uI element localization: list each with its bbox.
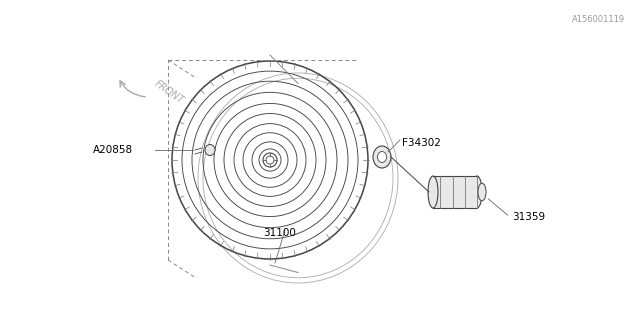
Text: 31100: 31100	[264, 228, 296, 238]
Ellipse shape	[373, 146, 391, 168]
Ellipse shape	[472, 176, 482, 208]
Text: A20858: A20858	[93, 145, 133, 155]
Text: FRONT: FRONT	[153, 79, 186, 106]
Text: A156001119: A156001119	[572, 15, 625, 24]
Ellipse shape	[205, 145, 215, 156]
Text: F34302: F34302	[402, 138, 441, 148]
Ellipse shape	[263, 153, 277, 167]
Ellipse shape	[378, 151, 387, 163]
FancyBboxPatch shape	[433, 176, 478, 208]
Ellipse shape	[428, 176, 438, 208]
Ellipse shape	[478, 183, 486, 201]
Text: 31359: 31359	[512, 212, 545, 222]
